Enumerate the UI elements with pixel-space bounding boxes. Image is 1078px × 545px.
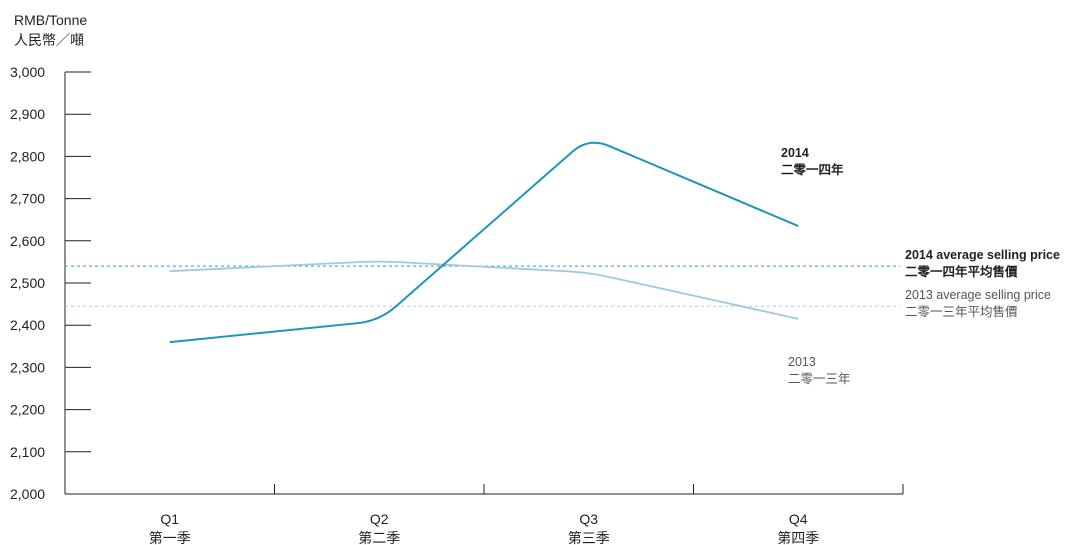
- average-price-lines: 2014 average selling price 二零一四年平均售價 2013 …: [65, 248, 1060, 319]
- x-tick-label-zh: 第三季: [568, 530, 610, 545]
- x-tick-label-en: Q3: [579, 511, 598, 527]
- x-tick-label-en: Q4: [789, 511, 808, 527]
- y-tick-label: 3,000: [10, 64, 45, 80]
- y-tick-label: 2,600: [10, 233, 45, 249]
- axes: [64, 72, 903, 495]
- y-tick-label: 2,900: [10, 106, 45, 122]
- y-tick-label: 2,200: [10, 402, 45, 418]
- series-lines: [169, 141, 799, 344]
- series-label-2014-en: 2014: [781, 146, 809, 160]
- y-axis-unit-label: RMB/Tonne 人民幣／噸: [14, 12, 87, 48]
- x-tick-label-en: Q2: [370, 511, 389, 527]
- y-tick-label: 2,700: [10, 191, 45, 207]
- series-annotations: 2014 二零一四年 2013 二零一三年: [781, 146, 851, 386]
- series-line-2013: [169, 260, 799, 320]
- series-line-2014: [169, 141, 799, 344]
- series-label-2013-zh: 二零一三年: [788, 372, 851, 386]
- y-tick-label: 2,000: [10, 486, 45, 502]
- reference-label-zh: 二零一三年平均售價: [905, 304, 1018, 319]
- series-label-2014-zh: 二零一四年: [781, 162, 844, 177]
- reference-label-zh: 二零一四年平均售價: [905, 264, 1018, 279]
- x-tick-label-zh: 第一季: [149, 530, 191, 545]
- x-tick-label-zh: 第四季: [777, 530, 819, 545]
- y-tick-label: 2,100: [10, 444, 45, 460]
- reference-label-en: 2014 average selling price: [905, 248, 1060, 262]
- y-unit-en: RMB/Tonne: [14, 12, 87, 28]
- x-tick-label-zh: 第二季: [358, 530, 400, 545]
- series-label-2013-en: 2013: [788, 355, 816, 369]
- y-tick-label: 2,500: [10, 275, 45, 291]
- x-tick-label-en: Q1: [160, 511, 179, 527]
- x-axis-ticks: Q1 第一季 Q2 第二季 Q3 第三季 Q4 第四季: [149, 484, 904, 545]
- y-tick-label: 2,300: [10, 359, 45, 375]
- y-tick-label: 2,400: [10, 317, 45, 333]
- y-unit-zh: 人民幣／噸: [14, 32, 84, 48]
- y-axis-ticks: 2,000 2,100 2,200 2,300 2,400 2,500 2,600 2,700…: [10, 64, 91, 502]
- reference-label-en: 2013 average selling price: [905, 288, 1051, 302]
- y-tick-label: 2,800: [10, 148, 45, 164]
